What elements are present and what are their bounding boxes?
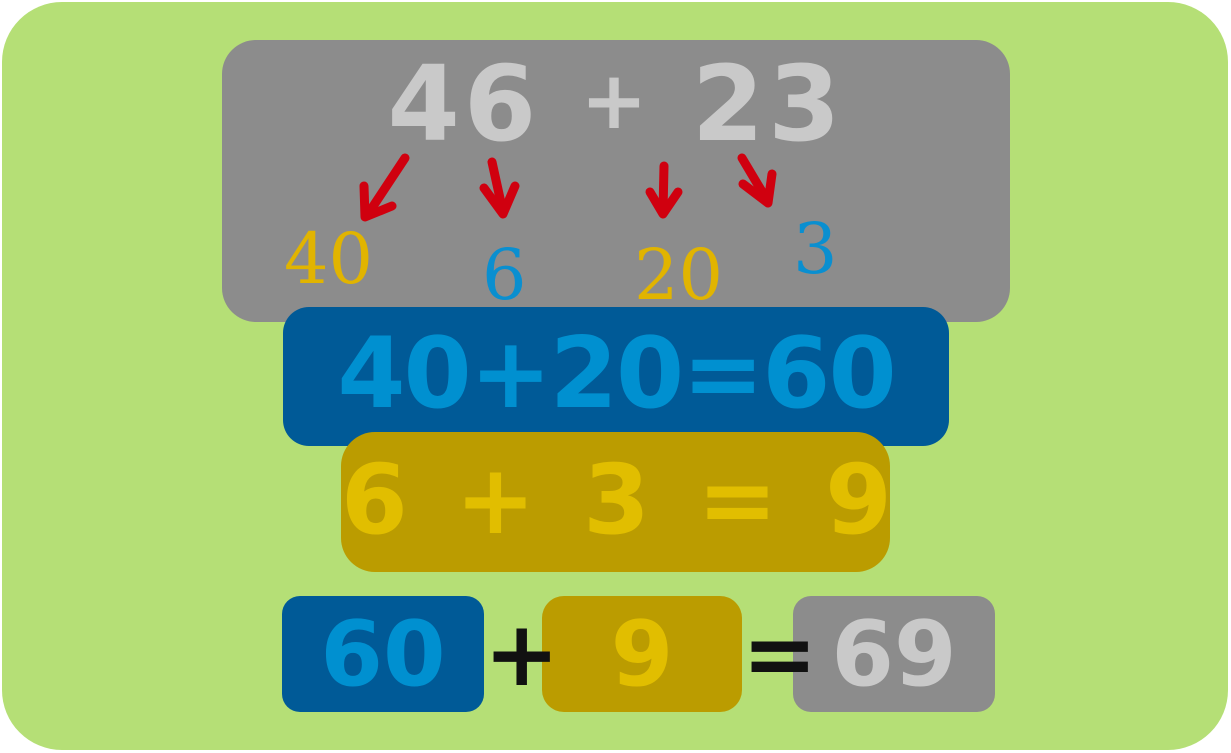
problem-box bbox=[222, 40, 1010, 322]
ones-sum-box bbox=[341, 432, 890, 572]
addend-a: 46 bbox=[387, 43, 541, 165]
down-left-arrow-icon bbox=[359, 153, 410, 222]
ones-part-b: 3 bbox=[793, 208, 838, 290]
result-total-value: 69 bbox=[831, 602, 957, 707]
tens-sum-box bbox=[283, 307, 949, 446]
result-total-box bbox=[793, 596, 995, 712]
tens-part-a: 40 bbox=[284, 218, 374, 300]
ones-part-a: 6 bbox=[482, 234, 527, 316]
addend-b: 23 bbox=[691, 43, 845, 165]
plus-sign: + bbox=[580, 54, 652, 147]
ones-sum-equation: 6 + 3 = 9 bbox=[341, 444, 892, 556]
result-plus-sign: + bbox=[484, 602, 560, 707]
tens-sum-equation: 40+20=60 bbox=[337, 317, 896, 431]
down-arrow-icon bbox=[479, 157, 520, 219]
down-arrow-icon bbox=[645, 161, 683, 219]
tens-part-b: 20 bbox=[634, 234, 724, 316]
problem-expression: 46 + 23 bbox=[222, 52, 1010, 156]
result-ones-box bbox=[542, 596, 742, 712]
down-right-arrow-icon bbox=[737, 153, 777, 208]
result-tens-box bbox=[282, 596, 484, 712]
result-ones-value: 9 bbox=[610, 602, 674, 707]
result-equals-sign: = bbox=[742, 602, 818, 707]
result-tens-value: 60 bbox=[320, 602, 446, 707]
